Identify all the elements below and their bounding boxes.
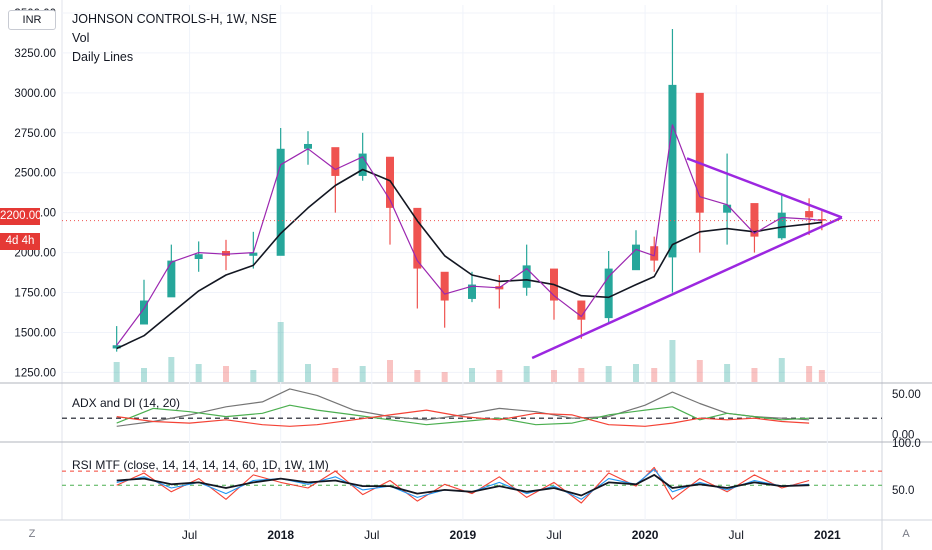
rsi-y-tick-label: 50.0 [892, 485, 914, 497]
candle-body [112, 345, 121, 349]
volume-bar [523, 366, 530, 382]
volume-bar [651, 368, 658, 382]
volume-bar [168, 357, 175, 382]
volume-bar [305, 364, 311, 382]
volume-bar [469, 368, 475, 382]
candle-body [167, 260, 176, 298]
zoom-button[interactable]: Z [28, 528, 36, 540]
x-tick-label: 2019 [450, 528, 477, 542]
candle-body [304, 143, 312, 149]
volume-bar [806, 366, 813, 382]
volume-bar [359, 366, 366, 382]
y-tick-label: 3000.00 [14, 88, 56, 100]
volume-bar [669, 340, 676, 382]
candle-body [695, 92, 704, 213]
adx-series-line [116, 404, 810, 426]
volume-bar [387, 360, 393, 382]
volume-bar [414, 370, 421, 382]
auto-scale-button[interactable]: A [902, 528, 910, 540]
adx-y-tick-label: 0.00 [892, 429, 914, 441]
x-tick-label: 2021 [814, 528, 841, 542]
candle-body [805, 211, 814, 218]
candle-body [750, 203, 759, 237]
candle-body [440, 271, 449, 301]
volume-bar [250, 370, 257, 382]
candle-body [817, 219, 826, 221]
volume-bar [496, 370, 503, 382]
candle-body [140, 300, 148, 325]
volume-bar [223, 366, 229, 382]
volume-bar [605, 366, 612, 382]
y-tick-label: 2500.00 [14, 168, 56, 180]
x-tick-label: 2018 [267, 528, 294, 542]
candle-body [249, 252, 258, 256]
countdown-badge: 4d 4h [0, 233, 40, 250]
candle-body [468, 284, 476, 299]
chart-title: JOHNSON CONTROLS-H, 1W, NSE [72, 12, 277, 26]
candle-body [723, 204, 732, 213]
volume-bar [441, 372, 448, 382]
adx-y-tick-label: 50.00 [892, 389, 921, 401]
short-moving-average-line [116, 124, 822, 346]
x-tick-label: 2020 [632, 528, 659, 542]
y-tick-label: 3250.00 [14, 48, 56, 60]
triangle-trendline [686, 157, 843, 219]
x-tick-label: Jul [182, 528, 197, 542]
candle-body [386, 156, 394, 208]
volume-bar [551, 370, 557, 382]
y-tick-label: 2000.00 [14, 248, 56, 260]
volume-bar [751, 368, 758, 382]
volume-bar [141, 368, 147, 382]
candle-body [413, 207, 422, 269]
volume-bar [778, 358, 785, 382]
last-price-badge: 2200.00 [0, 208, 42, 225]
rsi-series-line [116, 473, 810, 497]
candle-body [331, 147, 340, 176]
volume-bar [818, 370, 825, 382]
volume-bar [578, 368, 585, 382]
candle-body [222, 251, 230, 256]
y-tick-label: 1750.00 [14, 288, 56, 300]
volume-bar [696, 360, 703, 382]
volume-bar [113, 362, 120, 382]
long-moving-average-line [116, 168, 822, 350]
rsi-y-tick-label: 100.0 [892, 438, 921, 450]
candle-body [577, 300, 586, 320]
candle-body [358, 153, 367, 176]
y-tick-label: 1250.00 [14, 367, 56, 379]
candle-body [632, 244, 640, 271]
daily-lines-legend[interactable]: Daily Lines [72, 50, 134, 64]
y-tick-label: 1500.00 [14, 327, 56, 339]
x-tick-label: Jul [729, 528, 744, 542]
volume-bar [724, 364, 731, 382]
adx-indicator-label[interactable]: ADX and DI (14, 20) [72, 396, 181, 410]
triangle-trendline [531, 216, 843, 360]
y-tick-label: 2750.00 [14, 128, 56, 140]
x-tick-label: Jul [546, 528, 561, 542]
volume-bar [332, 368, 339, 382]
rsi-indicator-label[interactable]: RSI MTF (close, 14, 14, 14, 14, 60, 1D, … [72, 458, 329, 472]
currency-label[interactable]: INR [8, 10, 56, 30]
volume-bar [195, 364, 202, 382]
candle-body [777, 212, 786, 239]
volume-legend[interactable]: Vol [72, 31, 90, 45]
volume-bar [633, 364, 639, 382]
adx-series-line [116, 388, 810, 427]
adx-series-line [116, 409, 810, 427]
candle-body [604, 268, 613, 319]
volume-bar [277, 322, 284, 382]
candle-body [668, 84, 677, 258]
candle-body [194, 254, 203, 259]
x-tick-label: Jul [364, 528, 379, 542]
candle-body [276, 148, 285, 256]
candle-body [522, 265, 531, 288]
